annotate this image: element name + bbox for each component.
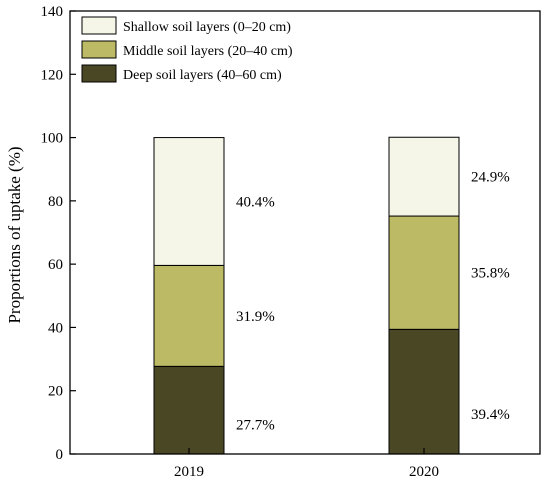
data-label: 31.9% [236, 309, 275, 325]
legend-label: Deep soil layers (40–60 cm) [123, 68, 282, 83]
legend-swatch [81, 64, 117, 83]
y-tick-label: 140 [41, 4, 64, 20]
legend-label: Middle soil layers (20–40 cm) [123, 44, 293, 59]
x-tick-label: 2019 [174, 464, 204, 480]
data-label: 39.4% [471, 407, 510, 423]
bar-segment [153, 365, 225, 455]
data-label: 40.4% [236, 194, 275, 210]
bar-segment [388, 136, 460, 217]
plot-area: 27.7% 31.9% 40.4% 39.4% 35.8% 24.9% [153, 136, 510, 455]
y-tick-label: 0 [56, 447, 64, 463]
y-tick-label: 120 [41, 67, 64, 83]
y-tick-label: 80 [48, 194, 63, 210]
bar-segment [388, 328, 460, 455]
data-label: 35.8% [471, 266, 510, 282]
y-tick-label: 20 [48, 384, 63, 400]
y-axis-title: Proportions of uptake (%) [5, 146, 24, 323]
bar-segment [388, 215, 460, 330]
legend-label: Shallow soil layers (0–20 cm) [123, 20, 291, 35]
x-tick-label: 2020 [409, 464, 439, 480]
data-label: 24.9% [471, 170, 510, 186]
y-tick-label: 100 [41, 131, 64, 147]
data-label: 27.7% [236, 417, 275, 433]
y-tick-label: 40 [48, 320, 63, 336]
plot-frame [69, 10, 541, 455]
legend-swatch [81, 40, 117, 59]
bar-segment [153, 137, 225, 266]
y-tick-label: 60 [48, 257, 63, 273]
bar-segment [153, 264, 225, 367]
legend-swatch [81, 16, 117, 35]
legend: Shallow soil layers (0–20 cm) Middle soil… [81, 16, 293, 83]
axes: 0 20 40 60 80 100 120 140 2019 2020 [41, 4, 440, 480]
